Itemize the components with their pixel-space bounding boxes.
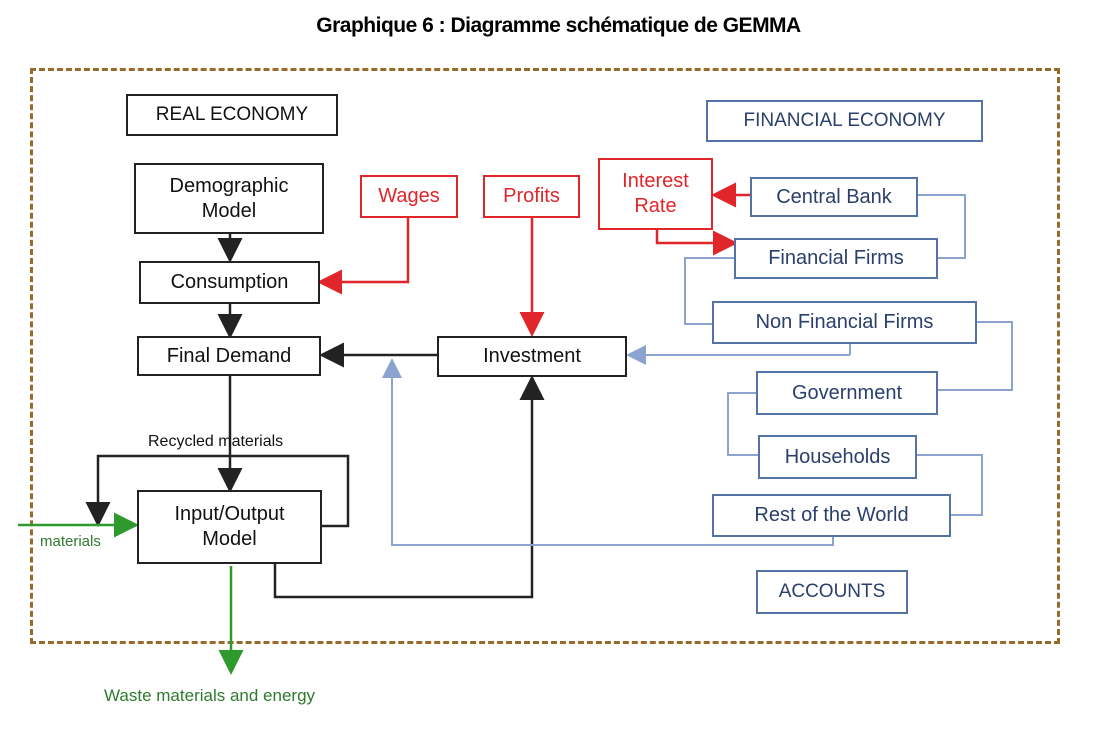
financial-economy-header: FINANCIAL ECONOMY	[706, 100, 983, 142]
investment-box: Investment	[437, 336, 627, 377]
accounts-box: ACCOUNTS	[756, 570, 908, 614]
arrow-io-to-investment	[273, 375, 545, 599]
government-box: Government	[756, 371, 938, 415]
model-boundary	[30, 68, 1060, 644]
non-financial-firms-box: Non Financial Firms	[712, 301, 977, 344]
profits-box: Profits	[483, 175, 580, 218]
wages-box: Wages	[360, 175, 458, 218]
central-bank-box: Central Bank	[750, 177, 918, 217]
rest-of-world-box: Rest of the World	[712, 494, 951, 537]
arrow-interest-to-financial-firms	[655, 230, 738, 256]
real-economy-header: REAL ECONOMY	[126, 94, 338, 136]
consumption-box: Consumption	[139, 261, 320, 304]
recycled-loop	[85, 454, 350, 528]
demographic-model-box: Demographic Model	[134, 163, 324, 234]
households-box: Households	[758, 435, 917, 479]
link-households-to-row	[917, 454, 983, 516]
materials-label: materials	[40, 533, 101, 550]
interest-rate-box: Interest Rate	[598, 158, 713, 230]
link-central-to-financial	[918, 194, 966, 259]
final-demand-box: Final Demand	[137, 336, 321, 376]
recycled-materials-label: Recycled materials	[148, 433, 284, 450]
financial-firms-box: Financial Firms	[734, 238, 938, 279]
io-model-box: Input/Output Model	[137, 490, 322, 564]
arrow-row-to-final-demand	[382, 358, 834, 546]
link-financial-to-nonfinancial	[684, 257, 738, 325]
waste-label: Waste materials and energy	[104, 686, 316, 705]
link-nonfinancial-to-government	[938, 321, 1013, 391]
link-government-to-households	[727, 392, 758, 456]
arrow-wages-to-consumption	[317, 218, 410, 295]
diagram-title: Graphique 6 : Diagramme schématique de G…	[316, 14, 801, 37]
